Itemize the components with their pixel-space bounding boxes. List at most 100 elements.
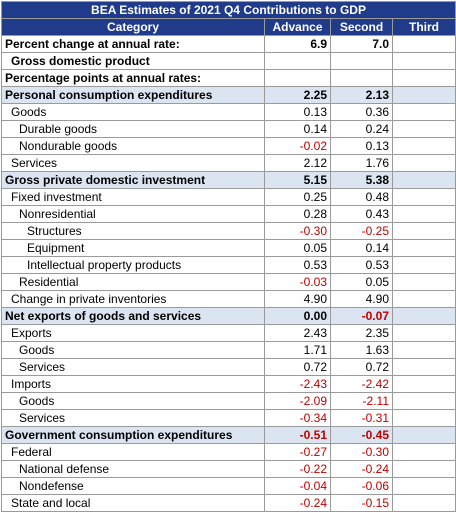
- cell-third: [392, 392, 456, 410]
- cell-third: [392, 460, 456, 478]
- table-row: Fixed investment 0.25 0.48: [1, 188, 456, 206]
- cell-third: [392, 443, 456, 461]
- cell-advance: -0.02: [264, 137, 331, 155]
- cell-third: [392, 52, 456, 70]
- cell-second: -2.42: [330, 375, 393, 393]
- cell-second: 2.13: [330, 86, 393, 104]
- cell-third: [392, 358, 456, 376]
- cell-advance: -0.27: [264, 443, 331, 461]
- cell-third: [392, 171, 456, 189]
- table-row: Durable goods 0.14 0.24: [1, 120, 456, 138]
- table-row: Goods 0.13 0.36: [1, 103, 456, 121]
- cell-second: 0.24: [330, 120, 393, 138]
- cell-second: 0.14: [330, 239, 393, 257]
- table-row: Percent change at annual rate: 6.9 7.0: [1, 35, 456, 53]
- table-row: Intellectual property products 0.53 0.53: [1, 256, 456, 274]
- row-label: Gross private domestic investment: [1, 171, 265, 189]
- cell-second: -0.07: [330, 307, 393, 325]
- cell-advance: 0.28: [264, 205, 331, 223]
- cell-advance: -2.43: [264, 375, 331, 393]
- row-label: Percent change at annual rate:: [1, 35, 265, 53]
- table-row: Nondefense -0.04 -0.06: [1, 477, 456, 495]
- cell-advance: 6.9: [264, 35, 331, 53]
- cell-third: [392, 35, 456, 53]
- table-row: Change in private inventories 4.90 4.90: [1, 290, 456, 308]
- header-second: Second: [330, 18, 393, 36]
- row-label: Services: [1, 154, 265, 172]
- row-label: Intellectual property products: [1, 256, 265, 274]
- cell-second: 0.53: [330, 256, 393, 274]
- table-row: National defense -0.22 -0.24: [1, 460, 456, 478]
- cell-third: [392, 222, 456, 240]
- cell-advance: 0.00: [264, 307, 331, 325]
- cell-second: -0.30: [330, 443, 393, 461]
- cell-second: 4.90: [330, 290, 393, 308]
- cell-second: 1.76: [330, 154, 393, 172]
- cell-second: -0.45: [330, 426, 393, 444]
- row-label: State and local: [1, 494, 265, 512]
- cell-second: 1.63: [330, 341, 393, 359]
- cell-second: -2.11: [330, 392, 393, 410]
- table-row: Percentage points at annual rates:: [1, 69, 456, 87]
- cell-third: [392, 188, 456, 206]
- cell-third: [392, 120, 456, 138]
- header-advance: Advance: [264, 18, 331, 36]
- table-row: Residential -0.03 0.05: [1, 273, 456, 291]
- row-label: Goods: [1, 392, 265, 410]
- cell-advance: -0.51: [264, 426, 331, 444]
- cell-second: -0.31: [330, 409, 393, 427]
- table-row: Services 0.72 0.72: [1, 358, 456, 376]
- cell-third: [392, 273, 456, 291]
- row-label: Goods: [1, 341, 265, 359]
- cell-third: [392, 494, 456, 512]
- row-label: Gross domestic product: [1, 52, 265, 70]
- cell-second: 0.05: [330, 273, 393, 291]
- cell-third: [392, 426, 456, 444]
- cell-second: -0.24: [330, 460, 393, 478]
- table-row: Government consumption expenditures -0.51…: [1, 426, 456, 444]
- cell-third: [392, 256, 456, 274]
- table-row: Services 2.12 1.76: [1, 154, 456, 172]
- table-row: Imports -2.43 -2.42: [1, 375, 456, 393]
- cell-advance: [264, 69, 331, 87]
- cell-third: [392, 103, 456, 121]
- cell-advance: -0.30: [264, 222, 331, 240]
- cell-advance: 0.05: [264, 239, 331, 257]
- cell-third: [392, 375, 456, 393]
- cell-second: -0.25: [330, 222, 393, 240]
- table-row: Gross private domestic investment 5.15 5.3…: [1, 171, 456, 189]
- cell-second: [330, 52, 393, 70]
- table-row: Gross domestic product: [1, 52, 456, 70]
- cell-third: [392, 154, 456, 172]
- table-row: Structures -0.30 -0.25: [1, 222, 456, 240]
- header-category: Category: [1, 18, 265, 36]
- row-label: Durable goods: [1, 120, 265, 138]
- row-label: Services: [1, 409, 265, 427]
- cell-advance: -2.09: [264, 392, 331, 410]
- cell-advance: 2.43: [264, 324, 331, 342]
- cell-advance: -0.03: [264, 273, 331, 291]
- cell-third: [392, 239, 456, 257]
- cell-second: 2.35: [330, 324, 393, 342]
- cell-advance: 4.90: [264, 290, 331, 308]
- cell-third: [392, 307, 456, 325]
- row-label: Goods: [1, 103, 265, 121]
- cell-advance: [264, 52, 331, 70]
- cell-third: [392, 341, 456, 359]
- row-label: Residential: [1, 273, 265, 291]
- row-label: Structures: [1, 222, 265, 240]
- table-row: Personal consumption expenditures 2.25 2.1…: [1, 86, 456, 104]
- row-label: Change in private inventories: [1, 290, 265, 308]
- row-label: Nondefense: [1, 477, 265, 495]
- cell-second: 5.38: [330, 171, 393, 189]
- cell-second: 0.72: [330, 358, 393, 376]
- table-title: BEA Estimates of 2021 Q4 Contributions t…: [1, 1, 456, 19]
- cell-advance: 0.25: [264, 188, 331, 206]
- cell-advance: 0.14: [264, 120, 331, 138]
- cell-second: 0.43: [330, 205, 393, 223]
- cell-advance: 2.25: [264, 86, 331, 104]
- header-third: Third: [392, 18, 456, 36]
- cell-second: 0.36: [330, 103, 393, 121]
- cell-second: 7.0: [330, 35, 393, 53]
